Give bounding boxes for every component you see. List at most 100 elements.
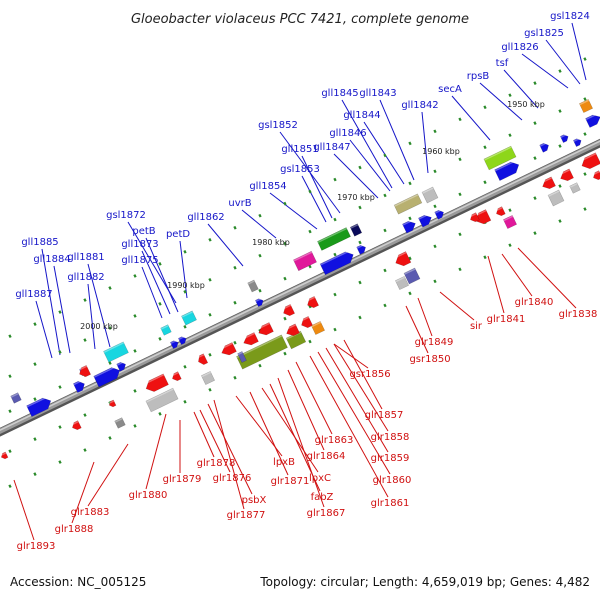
forward-gene-feature	[319, 249, 354, 276]
callout-line	[141, 250, 171, 315]
tick-mark	[558, 109, 562, 113]
tick-mark	[458, 192, 462, 197]
tick-mark	[158, 262, 162, 266]
tick-mark	[483, 105, 487, 110]
forward-gene-feature	[254, 297, 264, 308]
feature-shape	[394, 275, 410, 291]
reverse-gene-feature	[591, 170, 600, 181]
gene-label-gsl1853: gsl1853	[280, 164, 320, 175]
reverse-gene-feature	[108, 399, 117, 408]
gene-label-psbX: psbX	[242, 495, 267, 506]
genome-backbone	[0, 138, 600, 437]
gene-label-glr1893: glr1893	[17, 541, 56, 552]
gene-label-gll1854: gll1854	[249, 181, 286, 192]
gene-label-gsr1850: gsr1850	[409, 354, 450, 365]
feature-shape	[585, 114, 600, 128]
tick-mark	[333, 292, 337, 297]
tick-mark	[333, 252, 337, 257]
feature-highlight	[299, 316, 310, 323]
forward-gene-feature	[177, 335, 187, 346]
feature-highlight	[116, 360, 125, 366]
feature-highlight	[573, 137, 581, 142]
tick-mark	[583, 97, 587, 101]
scale-labels: 1950 kbp 1960 kbp 1970 kbp 1980 kbp 1990 kbp…	[80, 100, 545, 331]
tick-mark	[133, 389, 137, 393]
forward-gene-feature	[494, 159, 520, 181]
gene-label-glr1859: glr1859	[371, 453, 410, 464]
forward-gene-feature	[434, 208, 444, 220]
feature-highlight	[26, 395, 49, 408]
feature-highlight	[311, 321, 322, 328]
forward-gene-feature	[10, 392, 22, 404]
tick-mark	[483, 180, 487, 185]
tick-mark	[408, 291, 412, 296]
feature-highlight	[255, 297, 263, 302]
reverse-gene-feature	[200, 370, 216, 386]
tick-mark	[558, 69, 562, 73]
tick-mark	[408, 181, 412, 186]
feature-shape	[283, 303, 296, 316]
tick-mark	[233, 300, 237, 305]
feature-highlight	[579, 152, 597, 163]
feature-shape	[349, 223, 363, 237]
tick-mark	[33, 397, 37, 401]
tick-mark	[8, 484, 12, 489]
feature-shape	[200, 370, 216, 386]
callout-line	[405, 305, 429, 354]
accession-label: Accession: NC_005125	[10, 575, 146, 589]
scale-label-2000-kbp: 2000 kbp	[80, 322, 118, 331]
tick-mark	[308, 229, 312, 234]
feature-shape	[79, 364, 92, 377]
feature-highlight	[219, 342, 233, 351]
tick-mark	[383, 228, 387, 233]
reverse-gene-feature	[393, 251, 412, 267]
feature-shape	[593, 170, 600, 181]
feature-shape	[160, 324, 172, 336]
reverse-gene-feature	[196, 353, 209, 365]
feature-highlight	[256, 322, 270, 331]
reverse-gene-feature	[145, 387, 179, 413]
tick-mark	[358, 165, 362, 170]
feature-shape	[293, 250, 317, 272]
reverse-gene-feature	[558, 168, 574, 182]
feature-highlight	[356, 243, 365, 249]
feature-highlight	[241, 332, 255, 341]
tick-mark	[208, 312, 212, 317]
feature-shape	[10, 392, 22, 404]
tick-mark	[333, 177, 337, 182]
callout-line	[249, 391, 289, 476]
reverse-gene-feature	[236, 334, 288, 370]
tick-mark	[583, 172, 587, 176]
callout-line	[421, 111, 429, 174]
tick-mark	[508, 133, 512, 138]
tick-mark	[208, 277, 212, 282]
tick-mark	[258, 213, 262, 218]
forward-gene-feature	[421, 186, 439, 204]
feature-shape	[72, 381, 85, 394]
gene-label-gll1826: gll1826	[501, 42, 538, 53]
tick-mark	[233, 340, 237, 345]
callout-line	[317, 351, 391, 475]
callout-line	[333, 343, 369, 369]
feature-highlight	[569, 182, 578, 188]
gene-label-glr1838: glr1838	[559, 309, 598, 320]
tick-mark	[183, 249, 187, 254]
feature-shape	[393, 193, 423, 215]
forward-gene-feature	[181, 310, 197, 326]
callout-line	[179, 240, 188, 299]
feature-highlight	[540, 177, 552, 184]
reverse-gene-feature	[241, 332, 259, 346]
tick-mark	[433, 244, 437, 249]
callout-line	[517, 247, 577, 309]
feature-highlight	[178, 335, 186, 340]
feature-shape	[177, 336, 187, 346]
scale-label-1960-kbp: 1960 kbp	[422, 147, 460, 156]
forward-gene-feature	[356, 243, 366, 255]
tick-mark	[533, 196, 537, 200]
callout-line	[287, 369, 325, 451]
forward-gene-feature	[169, 339, 179, 350]
feature-highlight	[236, 335, 283, 359]
reverse-gene-feature	[114, 417, 126, 429]
tick-mark	[208, 237, 212, 242]
